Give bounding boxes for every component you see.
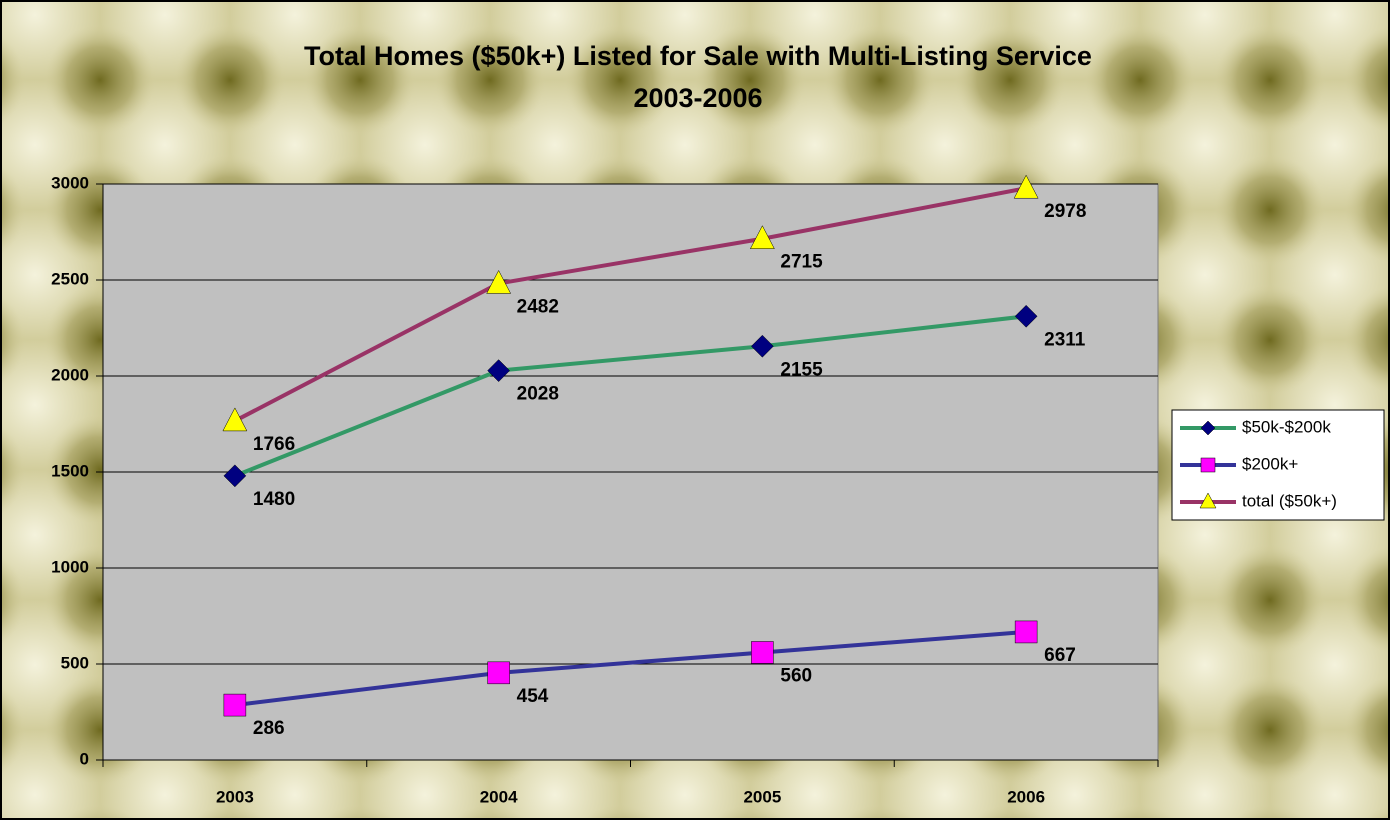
data-point xyxy=(487,359,510,382)
data-point xyxy=(1014,304,1038,328)
series-line xyxy=(234,629,1027,708)
data-label: 454 xyxy=(517,686,549,707)
x-tick-label: 2005 xyxy=(743,787,781,806)
x-tick-label: 2004 xyxy=(480,787,518,806)
y-tick-label: 1000 xyxy=(51,557,89,576)
legend: $50k-$200k $200k+ total ($50k+) xyxy=(1171,409,1385,521)
series-line xyxy=(234,314,1027,478)
x-tick-label: 2003 xyxy=(216,787,254,806)
x-tick-label: 2006 xyxy=(1007,787,1045,806)
chart-subtitle: 2003-2006 xyxy=(633,83,762,113)
chart-title: Total Homes ($50k+) Listed for Sale with… xyxy=(304,41,1092,71)
data-label: 2311 xyxy=(1044,329,1086,350)
data-label: 2028 xyxy=(517,384,559,405)
data-point xyxy=(751,334,774,358)
data-point xyxy=(749,225,775,249)
data-point xyxy=(1014,620,1038,644)
data-point xyxy=(486,269,512,294)
y-tick-label: 2000 xyxy=(51,365,89,384)
data-point xyxy=(751,641,774,664)
y-tick-label: 3000 xyxy=(51,173,89,192)
data-label: 1766 xyxy=(253,434,295,455)
legend-marker xyxy=(1200,420,1216,436)
y-tick-label: 2500 xyxy=(51,269,89,288)
data-label: 2482 xyxy=(517,296,559,317)
data-point xyxy=(222,407,248,432)
y-tick-label: 1500 xyxy=(51,461,89,480)
data-point xyxy=(487,661,510,685)
data-point xyxy=(1013,174,1039,199)
legend-marker xyxy=(1200,457,1216,473)
legend-label: $200k+ xyxy=(1242,454,1298,473)
data-label: 2978 xyxy=(1044,201,1086,222)
y-tick-label: 500 xyxy=(61,653,89,672)
data-label: 2715 xyxy=(780,252,823,273)
legend-marker xyxy=(1199,492,1217,509)
y-tick-label: 0 xyxy=(80,749,89,768)
data-label: 1480 xyxy=(253,489,295,510)
data-label: 560 xyxy=(780,665,812,686)
legend-label: $50k-$200k xyxy=(1242,417,1331,436)
data-point xyxy=(223,693,247,717)
data-point xyxy=(223,464,247,488)
series-line xyxy=(233,186,1027,423)
data-label: 667 xyxy=(1044,645,1076,666)
legend-label: total ($50k+) xyxy=(1242,491,1337,510)
data-label: 2155 xyxy=(780,359,823,380)
data-label: 286 xyxy=(253,718,285,739)
